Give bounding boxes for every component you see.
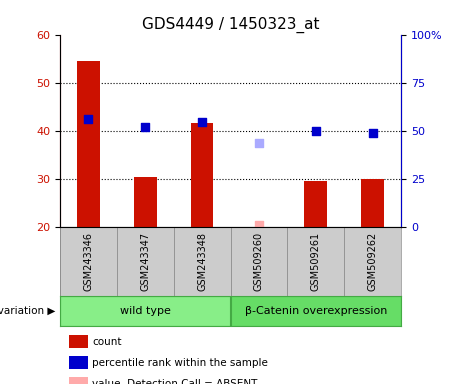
Bar [304, 181, 327, 227]
Bar [361, 179, 384, 227]
Text: GSM509261: GSM509261 [311, 232, 321, 291]
Bar [231, 296, 401, 326]
Text: percentile rank within the sample: percentile rank within the sample [92, 358, 268, 368]
Point [312, 127, 319, 134]
Text: value, Detection Call = ABSENT: value, Detection Call = ABSENT [92, 379, 258, 384]
Point [255, 222, 263, 228]
Bar [77, 61, 100, 227]
Bar [117, 227, 174, 296]
Text: genotype/variation ▶: genotype/variation ▶ [0, 306, 55, 316]
Bar [287, 227, 344, 296]
Bar [60, 227, 117, 296]
Bar [174, 227, 230, 296]
Text: GSM243348: GSM243348 [197, 232, 207, 291]
Point [85, 116, 92, 122]
Text: β-Catenin overexpression: β-Catenin overexpression [245, 306, 387, 316]
Text: count: count [92, 337, 122, 347]
Point [142, 124, 149, 130]
Text: GSM509262: GSM509262 [367, 232, 378, 291]
Text: GSM509260: GSM509260 [254, 232, 264, 291]
Text: GSM243346: GSM243346 [83, 232, 94, 291]
Bar [191, 123, 213, 227]
Point [369, 130, 376, 136]
Bar [344, 227, 401, 296]
Point [198, 119, 206, 126]
Bar [60, 296, 230, 326]
Text: wild type: wild type [120, 306, 171, 316]
Text: GSM243347: GSM243347 [140, 232, 150, 291]
Title: GDS4449 / 1450323_at: GDS4449 / 1450323_at [142, 17, 319, 33]
Bar [230, 227, 287, 296]
Point [255, 139, 263, 146]
Bar [134, 177, 157, 227]
